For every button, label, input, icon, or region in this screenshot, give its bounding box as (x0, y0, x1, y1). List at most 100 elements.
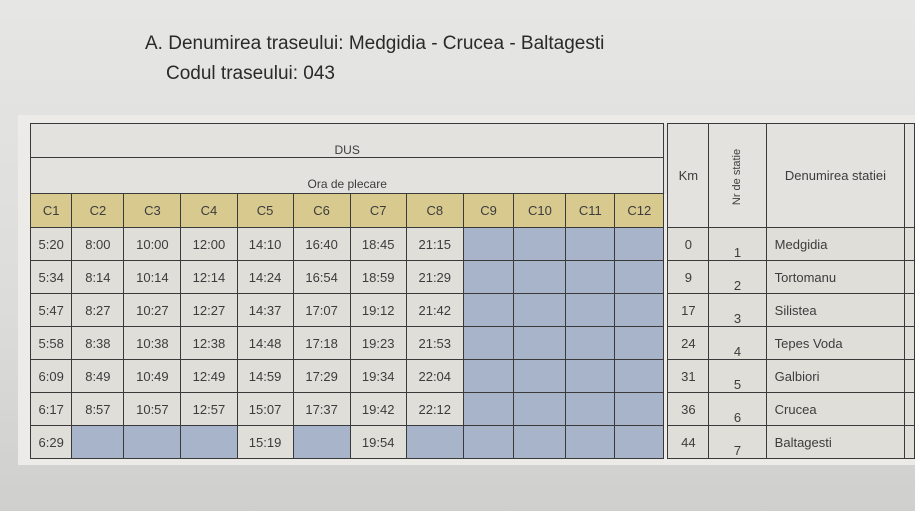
departure-time: 15:07 (236, 392, 294, 426)
station-km: 31 (667, 359, 710, 393)
departure-time: 6:09 (29, 359, 73, 393)
station-name: Tortomanu (765, 260, 906, 294)
departure-time: 19:12 (349, 293, 407, 327)
departure-time: 5:34 (29, 260, 73, 294)
extra-column (904, 227, 915, 261)
table-row: 6:17 8:57 10:57 12:57 15:07 17:37 19:42 22:12 36… (29, 392, 915, 426)
gap (663, 157, 668, 194)
course-header-c3: C3 (123, 193, 182, 228)
empty-cell (565, 293, 616, 327)
departure-time: 8:38 (71, 326, 125, 360)
route-code: Codul traseului: 043 (166, 63, 335, 84)
departure-time: 22:04 (405, 359, 464, 393)
station-number: 3 (708, 293, 767, 327)
table-row: 5:34 8:14 10:14 12:14 14:24 16:54 18:59 21:29 9 2… (29, 260, 915, 294)
extra-column (904, 326, 915, 360)
course-header-c4: C4 (180, 193, 238, 228)
station-header: Denumirea statiei (765, 123, 906, 228)
empty-cell (614, 392, 665, 426)
departure-time: 18:45 (349, 227, 407, 261)
departure-header: Ora de plecare (29, 157, 665, 194)
departure-time: 5:58 (29, 326, 73, 360)
departure-time: 10:57 (123, 392, 182, 426)
departure-time: 21:29 (405, 260, 464, 294)
empty-cell (513, 425, 567, 459)
departure-time: 5:47 (29, 293, 73, 327)
course-header-c6: C6 (292, 193, 351, 228)
station-km: 0 (667, 227, 710, 261)
station-name: Medgidia (765, 227, 906, 261)
station-number: 7 (708, 425, 767, 459)
departure-time: 14:37 (236, 293, 294, 327)
empty-cell (614, 425, 665, 459)
departure-time: 12:27 (180, 293, 238, 327)
schedule-table: DUS Km Nr de statie Denumirea statiei Or… (29, 123, 915, 459)
empty-cell (462, 227, 515, 261)
departure-time: 8:27 (71, 293, 125, 327)
departure-time: 10:00 (123, 227, 182, 261)
empty-cell (565, 392, 616, 426)
departure-time: 17:07 (292, 293, 351, 327)
departure-time: 17:37 (292, 392, 351, 426)
station-number: 6 (708, 392, 767, 426)
empty-cell (462, 326, 515, 360)
empty-cell (71, 425, 125, 459)
extra-column (904, 392, 915, 426)
departure-time: 21:15 (405, 227, 464, 261)
departure-time: 10:14 (123, 260, 182, 294)
extra-column (904, 425, 915, 459)
course-header-c10: C10 (513, 193, 567, 228)
departure-time: 8:00 (71, 227, 125, 261)
departure-time: 12:00 (180, 227, 238, 261)
departure-time: 18:59 (349, 260, 407, 294)
departure-time: 19:54 (349, 425, 407, 459)
departure-time: 10:49 (123, 359, 182, 393)
station-number: 5 (708, 359, 767, 393)
empty-cell (180, 425, 238, 459)
empty-cell (565, 326, 616, 360)
table-row: 5:20 8:00 10:00 12:00 14:10 16:40 18:45 21:15 0 1… (29, 227, 915, 261)
empty-cell (614, 326, 665, 360)
empty-cell (565, 260, 616, 294)
empty-cell (462, 359, 515, 393)
course-header-c5: C5 (236, 193, 294, 228)
departure-time: 19:34 (349, 359, 407, 393)
course-header-c2: C2 (71, 193, 125, 228)
station-name: Tepes Voda (765, 326, 906, 360)
departure-time: 8:57 (71, 392, 125, 426)
empty-cell (513, 227, 567, 261)
course-header-c7: C7 (349, 193, 407, 228)
table-row: 6:09 8:49 10:49 12:49 14:59 17:29 19:34 22:04 31… (29, 359, 915, 393)
table-row: 6:29 15:19 19:54 44 7 Baltagesti (29, 425, 915, 459)
empty-cell (292, 425, 351, 459)
direction-header: DUS (29, 123, 665, 158)
empty-cell (513, 326, 567, 360)
station-name: Silistea (765, 293, 906, 327)
departure-time: 22:12 (405, 392, 464, 426)
departure-time: 19:23 (349, 326, 407, 360)
route-title: A. Denumirea traseului: Medgidia - Cruce… (145, 33, 605, 54)
course-header-c11: C11 (565, 193, 616, 228)
course-header-c1: C1 (29, 193, 73, 228)
departure-time: 12:57 (180, 392, 238, 426)
nr-header: Nr de statie (708, 123, 767, 228)
empty-cell (513, 359, 567, 393)
empty-cell (513, 293, 567, 327)
departure-time: 10:38 (123, 326, 182, 360)
empty-cell (513, 392, 567, 426)
departure-time: 12:49 (180, 359, 238, 393)
departure-time: 16:40 (292, 227, 351, 261)
station-km: 17 (667, 293, 710, 327)
empty-cell (405, 425, 464, 459)
empty-cell (565, 359, 616, 393)
course-header-c8: C8 (405, 193, 464, 228)
departure-time: 16:54 (292, 260, 351, 294)
station-km: 24 (667, 326, 710, 360)
empty-cell (462, 425, 515, 459)
departure-time: 8:49 (71, 359, 125, 393)
km-header: Km (667, 123, 710, 228)
station-number: 1 (708, 227, 767, 261)
empty-cell (462, 392, 515, 426)
departure-time: 6:17 (29, 392, 73, 426)
table-row: 5:58 8:38 10:38 12:38 14:48 17:18 19:23 21:53 24… (29, 326, 915, 360)
